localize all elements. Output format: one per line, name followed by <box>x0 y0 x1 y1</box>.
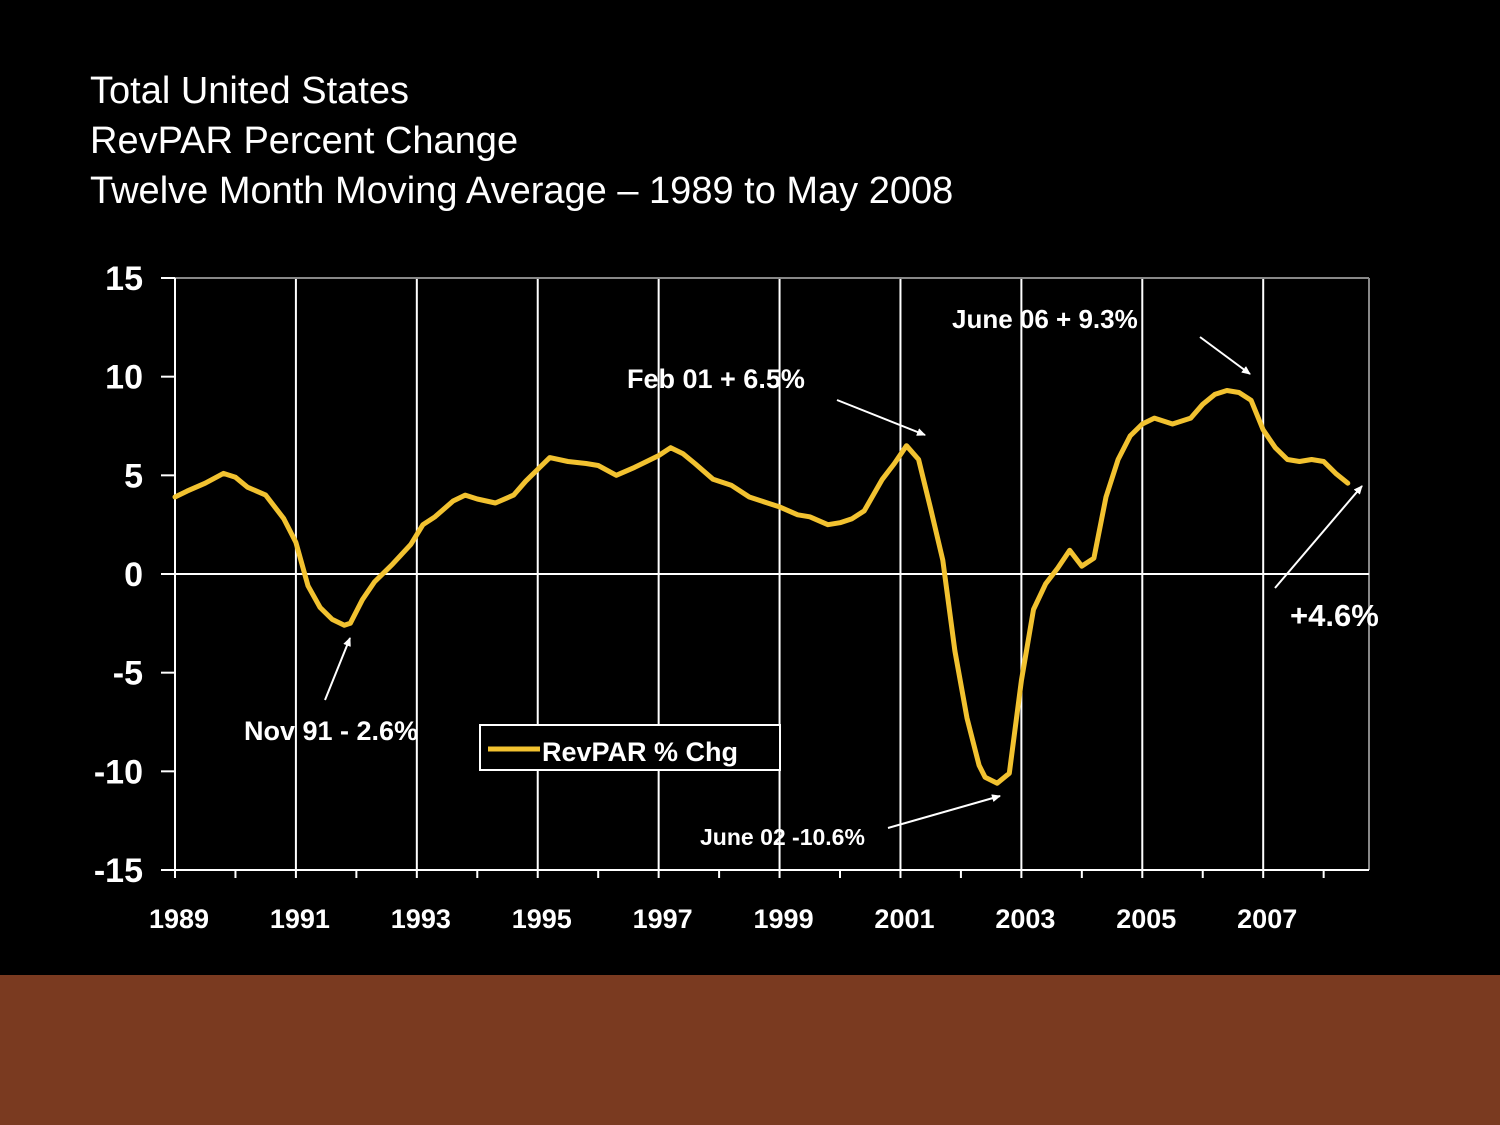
legend-label: RevPAR % Chg <box>542 737 738 767</box>
y-tick-label: -5 <box>113 655 143 693</box>
annotation-arrow <box>1274 485 1363 589</box>
annotation-label: +4.6% <box>1290 598 1379 633</box>
x-tick-label: 1993 <box>391 904 451 934</box>
x-tick-label: 2007 <box>1237 904 1297 934</box>
y-tick-label: 5 <box>124 457 143 495</box>
y-tick-label: 0 <box>124 556 143 594</box>
x-tick-label: 2001 <box>874 904 934 934</box>
annotation-arrow <box>324 637 351 701</box>
annotation-arrow <box>836 399 926 436</box>
axes <box>161 277 1369 878</box>
x-tick-label: 1995 <box>512 904 572 934</box>
x-tick-label: 1999 <box>754 904 814 934</box>
x-tick-label: 1991 <box>270 904 330 934</box>
title-line-3: Twelve Month Moving Average – 1989 to Ma… <box>90 170 954 212</box>
annotation-label: Nov 91 - 2.6% <box>244 716 418 746</box>
legend: RevPAR % Chg <box>479 724 781 771</box>
annotation-arrow <box>1199 336 1251 375</box>
y-tick-label: 10 <box>105 359 143 397</box>
annotation-arrow <box>887 794 1001 829</box>
title-line-1: Total United States <box>90 70 409 112</box>
y-tick-label: -10 <box>94 753 143 791</box>
annotation-label: June 06 + 9.3% <box>952 304 1138 334</box>
annotation-label: Feb 01 + 6.5% <box>627 364 805 394</box>
annotation-label: June 02 -10.6% <box>700 824 865 850</box>
x-tick-label: 1997 <box>633 904 693 934</box>
title-line-2: RevPAR Percent Change <box>90 120 519 162</box>
y-tick-label: -15 <box>94 852 143 890</box>
footer-band <box>0 975 1500 1125</box>
series-layer <box>172 388 1351 786</box>
x-tick-label: 1989 <box>149 904 209 934</box>
y-tick-label: 15 <box>105 260 143 298</box>
x-tick-label: 2005 <box>1116 904 1176 934</box>
series-line-revpar <box>172 388 1351 786</box>
slide-title: Total United States RevPAR Percent Chang… <box>90 66 953 216</box>
x-tick-label: 2003 <box>995 904 1055 934</box>
annotations: Nov 91 - 2.6% Feb 01 + 6.5% June 02 -10.6%… <box>244 304 1379 850</box>
